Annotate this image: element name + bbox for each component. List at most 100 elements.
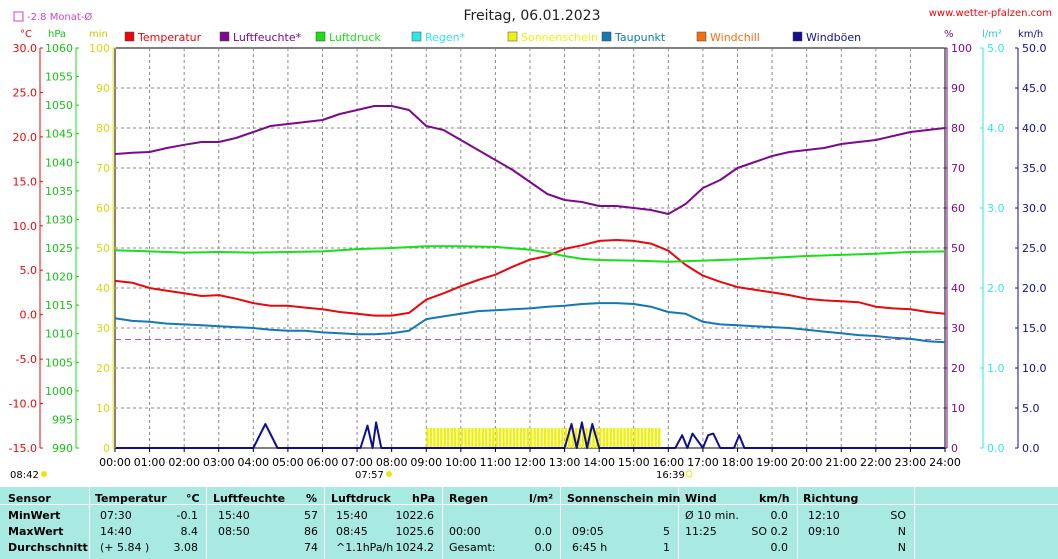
tick-label-pressure: 990 [52,442,73,455]
legend-swatch [315,31,326,42]
x-tick-label: 15:00 [618,456,650,469]
header-temp: Temperatur [95,492,167,505]
table-divider [324,487,325,559]
series-luftdruck-line [114,245,946,263]
sunshine-bar [571,428,574,448]
table-cell-rain-time: Gesamt: [449,541,496,554]
sunshine-bar [509,428,512,448]
tick-label-temp: 0.0 [20,309,38,322]
unit-min: min [89,29,108,40]
monthly-mean-legend: -2.8 Monat-Ø [27,11,92,23]
sunshine-bar [647,428,651,448]
sunshine-bar [450,428,453,448]
table-cell-temp-val: 8.4 [180,525,199,538]
table-cell-dir-val: SO [890,509,906,522]
site-link[interactable]: www.wetter-pfalzen.com [929,8,1052,19]
sunshine-bar [512,428,516,448]
tick-label-temp: 15.0 [13,175,38,188]
tick-label-wind: 15.0 [1022,322,1047,335]
table-cell-wind-val: 0.0 [770,541,789,554]
monthly-mean-legend-icon [13,11,24,22]
x-tick-label: 18:00 [722,456,754,469]
table-cell-rain-val: 0.0 [534,541,553,554]
sunrise-label: 07:57 [355,470,384,481]
tick-label-pressure: 1010 [45,328,73,341]
header-press: Luftdruck [331,492,391,505]
table-cell-temp-time: 14:40 [100,525,132,538]
sunshine-bars [426,428,661,448]
tick-label-pressure: 995 [52,413,73,426]
x-tick-label: 19:00 [756,456,788,469]
tick-label-wind: 20.0 [1022,282,1047,295]
table-cell-dir-val: N [897,525,906,538]
sunshine-bar [554,428,557,448]
tick-label-pressure: 1005 [45,356,73,369]
tick-label-wind: 45.0 [1022,82,1047,95]
table-cell-temp-time: (+ 5.84 ) [100,541,150,554]
sunshine-bar [540,428,543,448]
unit-temp: °C [20,29,32,40]
sunset-dot [685,470,693,478]
sunshine-bar [640,428,644,448]
axis-ticks: 30.0 25.0 20.0 15.0 10.0 5.0 0.0 -5.0 -10.0 -15.0… [9,42,1047,455]
table-cell-sun-time: 09:05 [572,525,604,538]
tick-label-wind: 10.0 [1022,362,1047,375]
grid [115,48,945,448]
sunshine-bar [447,428,450,448]
sunshine-bar [543,428,547,448]
sunshine-bar [460,428,464,448]
sunshine-bar [568,428,571,448]
tick-label-temp: -10.0 [9,398,37,411]
sunshine-bar [633,428,637,448]
tick-label-sun_min: 50 [96,242,110,255]
tick-label-humidity: 10 [951,402,965,415]
x-tick-label: 08:00 [376,456,408,469]
x-tick-label: 23:00 [895,456,927,469]
sunshine-bar [616,428,619,448]
x-tick-label: 24:00 [929,456,961,469]
legend-label: Temperatur [137,31,202,44]
x-tick-label: 12:00 [514,456,546,469]
x-tick-label: 16:00 [652,456,684,469]
x-tick-label: 11:00 [480,456,512,469]
sunshine-bar [581,428,585,448]
legend-swatch [411,31,422,42]
tick-label-wind: 50.0 [1022,42,1047,55]
table-cell-dir-time: 09:10 [808,525,840,538]
legend-label: Windchill [710,31,760,44]
legend-swatch [124,31,135,42]
tick-label-wind: 0.0 [1022,442,1040,455]
unit-kmh: km/h [1018,29,1043,40]
tick-label-pressure: 1045 [45,128,73,141]
tick-label-pressure: 1000 [45,385,73,398]
x-tick-label: 09:00 [410,456,442,469]
sunshine-bar [536,428,540,448]
sunshine-bar [436,428,440,448]
table-divider [442,487,443,559]
header-hum-unit: % [306,492,318,505]
tick-label-pressure: 1015 [45,299,73,312]
table-cell-press-val: 1024.2 [395,541,435,554]
x-axis-ticks: 00:00 01:00 02:00 03:00 04:00 05:00 06:00 07:00… [99,448,961,469]
sunshine-bar [426,428,429,448]
header-dir: Richtung [803,492,859,505]
sunshine-bar [519,428,523,448]
sunshine-bar [491,428,495,448]
header-rain: Regen [449,492,489,505]
tick-label-sun_min: 80 [96,122,110,135]
tick-label-rain: 4.0 [987,122,1005,135]
tick-label-wind: 25.0 [1022,242,1047,255]
sunshine-bar [530,428,533,448]
sunshine-bar [478,428,481,448]
table-cell-wind-val: SO 0.2 [751,525,788,538]
tick-label-sun_min: 10 [96,402,110,415]
sunshine-bar [495,428,498,448]
table-cell-press-time: ^1.1hPa/h [336,541,394,554]
x-tick-label: 17:00 [687,456,719,469]
sunshine-bar [502,428,505,448]
sunshine-bar [630,428,633,448]
table-divider [797,487,798,559]
table-cell-wind-time: 11:25 [685,525,717,538]
tick-label-humidity: 20 [951,362,965,375]
start-time-dot [41,471,47,477]
